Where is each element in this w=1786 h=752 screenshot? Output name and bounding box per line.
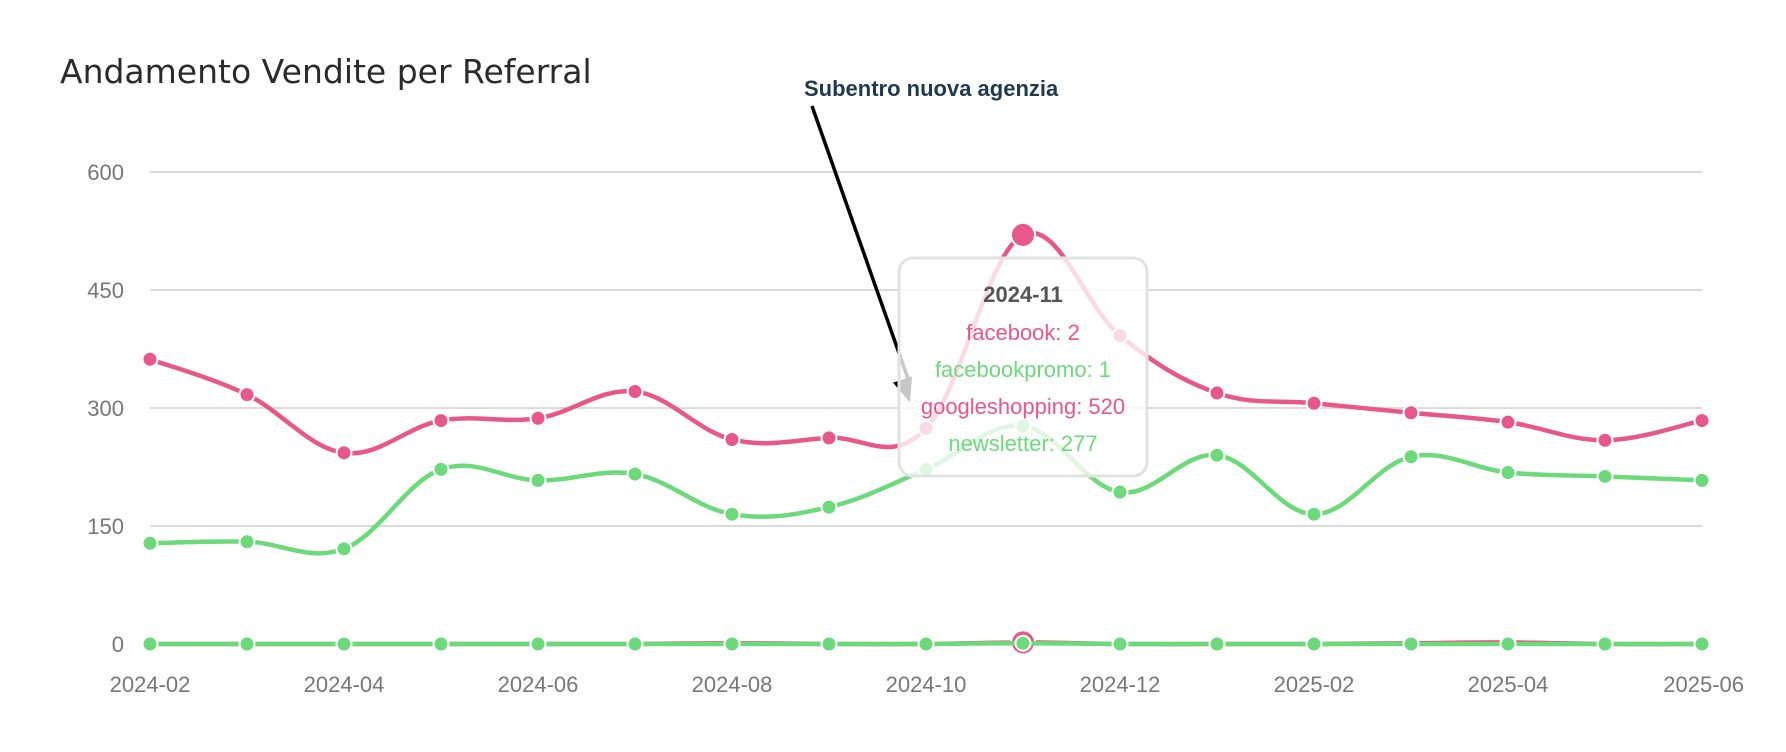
annotation-layer: Subentro nuova agenzia [804, 76, 1059, 403]
x-tick-label: 2024-10 [886, 672, 967, 697]
x-tick-label: 2024-02 [110, 672, 191, 697]
data-point-newsletter [1596, 467, 1614, 485]
data-point-facebookpromo [1305, 635, 1323, 653]
data-point-newsletter [141, 534, 159, 552]
data-point-newsletter [238, 533, 256, 551]
data-point-googleshopping [1305, 394, 1323, 412]
chart-title: Andamento Vendite per Referral [60, 52, 592, 91]
data-point-newsletter [1111, 483, 1129, 501]
data-point-googleshopping [141, 350, 159, 368]
data-point-googleshopping [723, 430, 741, 448]
tooltip-line: googleshopping: 520 [921, 394, 1125, 419]
data-point-newsletter [1208, 446, 1226, 464]
data-point-googleshopping [1499, 413, 1517, 431]
x-tick-label: 2024-06 [498, 672, 579, 697]
data-point-facebookpromo [917, 635, 935, 653]
data-point-googleshopping [626, 382, 644, 400]
x-tick-label: 2025-04 [1468, 672, 1549, 697]
tooltip-line: facebook: 2 [966, 320, 1080, 345]
y-tick-label: 0 [112, 632, 124, 657]
data-point-facebookpromo [1402, 635, 1420, 653]
data-point-facebookpromo [1596, 635, 1614, 653]
data-point-newsletter [1499, 464, 1517, 482]
data-point-facebookpromo [529, 635, 547, 653]
tooltip-title: 2024-11 [983, 282, 1063, 307]
data-point-newsletter [1402, 448, 1420, 466]
data-point-newsletter [529, 471, 547, 489]
tooltip-line: newsletter: 277 [948, 431, 1097, 456]
data-point-googleshopping [1010, 221, 1036, 248]
data-point-newsletter [820, 498, 838, 516]
data-point-facebookpromo [820, 635, 838, 653]
data-point-googleshopping [1208, 384, 1226, 402]
y-tick-label: 600 [87, 160, 124, 185]
data-point-newsletter [335, 540, 353, 558]
data-point-googleshopping [820, 429, 838, 447]
data-point-googleshopping [529, 409, 547, 427]
data-point-facebookpromo [723, 635, 741, 653]
x-tick-label: 2025-06 [1663, 672, 1744, 697]
annotation-label: Subentro nuova agenzia [804, 76, 1059, 101]
data-point-googleshopping [1596, 431, 1614, 449]
y-tick-label: 450 [87, 278, 124, 303]
data-point-newsletter [432, 460, 450, 478]
data-point-googleshopping [238, 386, 256, 404]
data-point-facebookpromo [1111, 635, 1129, 653]
data-point-facebookpromo [626, 635, 644, 653]
data-point-facebookpromo [1499, 635, 1517, 653]
tooltip-line: facebookpromo: 1 [935, 357, 1111, 382]
x-tick-label: 2025-02 [1274, 672, 1355, 697]
data-point-newsletter [1693, 471, 1711, 489]
data-point-facebookpromo [1014, 634, 1032, 652]
data-point-googleshopping [335, 444, 353, 462]
data-point-facebookpromo [1693, 635, 1711, 653]
data-point-facebookpromo [335, 635, 353, 653]
annotation-arrow-line [810, 105, 912, 385]
data-point-googleshopping [432, 412, 450, 430]
data-point-facebookpromo [432, 635, 450, 653]
tooltip-box [897, 256, 1149, 478]
x-tick-label: 2024-12 [1080, 672, 1161, 697]
data-point-newsletter [1305, 505, 1323, 523]
y-tick-label: 300 [87, 396, 124, 421]
data-point-facebookpromo [238, 635, 256, 653]
tooltip-layer: 2024-11 facebook: 2 facebookpromo: 1 google… [897, 256, 1149, 478]
data-point-facebookpromo [141, 635, 159, 653]
data-point-facebookpromo [1208, 635, 1226, 653]
data-point-newsletter [626, 465, 644, 483]
data-point-googleshopping [1693, 412, 1711, 430]
y-tick-label: 150 [87, 514, 124, 539]
x-tick-label: 2024-04 [304, 672, 385, 697]
x-tick-label: 2024-08 [692, 672, 773, 697]
data-point-newsletter [723, 505, 741, 523]
data-point-googleshopping [1402, 404, 1420, 422]
